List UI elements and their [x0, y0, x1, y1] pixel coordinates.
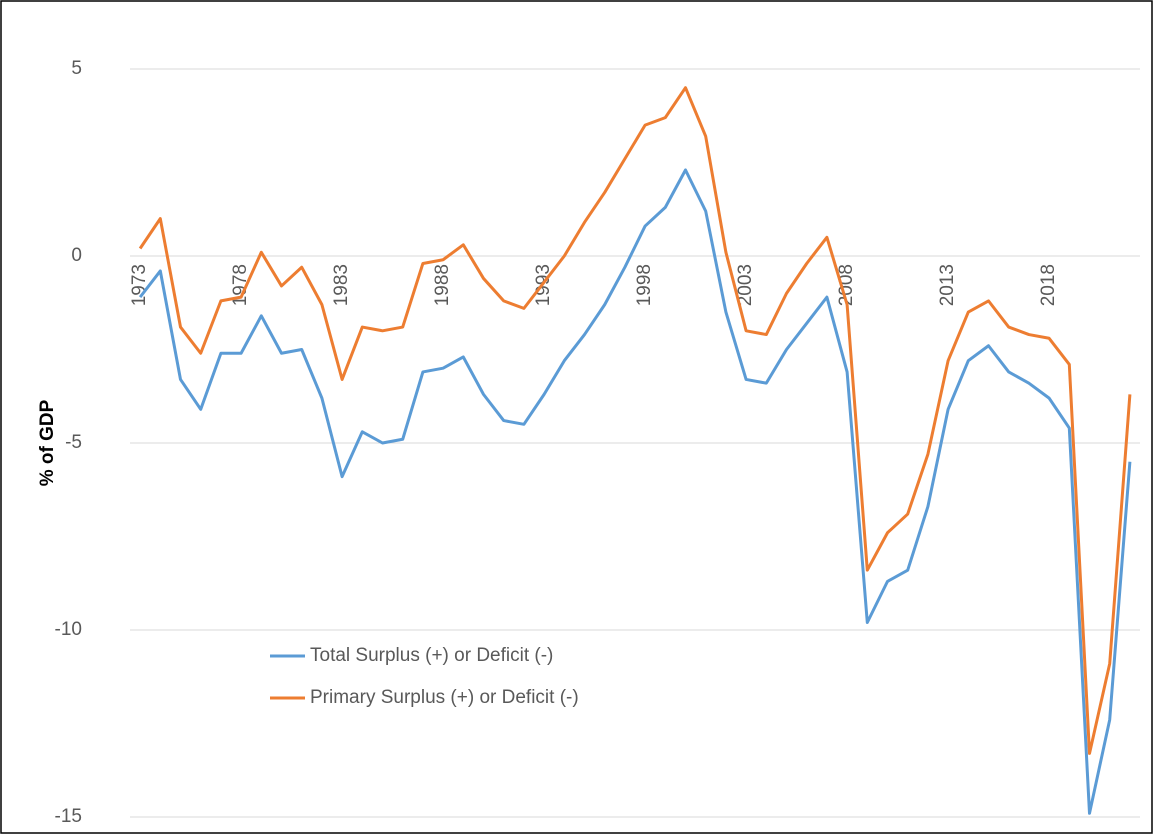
y-axis-title: % of GDP [37, 399, 58, 486]
legend-label: Total Surplus (+) or Deficit (-) [310, 645, 553, 666]
series-line [138, 168, 1132, 815]
y-tick-label: -5 [65, 432, 82, 453]
legend-label: Primary Surplus (+) or Deficit (-) [310, 687, 579, 708]
x-tick-label: 1998 [634, 264, 655, 306]
x-tick-label: 2003 [735, 264, 756, 306]
x-tick-label: 1988 [432, 264, 453, 306]
series-line [138, 86, 1132, 755]
y-tick-label: -10 [55, 619, 82, 640]
y-tick-label: -15 [55, 806, 82, 827]
x-tick-label: 1983 [331, 264, 352, 306]
y-tick-label: 5 [71, 58, 82, 79]
x-tick-label: 2008 [836, 264, 857, 306]
x-tick-label: 2013 [937, 264, 958, 306]
x-tick-label: 1973 [129, 264, 150, 306]
x-tick-label: 1978 [230, 264, 251, 306]
y-tick-label: 0 [71, 245, 82, 266]
x-tick-label: 2018 [1038, 264, 1059, 306]
